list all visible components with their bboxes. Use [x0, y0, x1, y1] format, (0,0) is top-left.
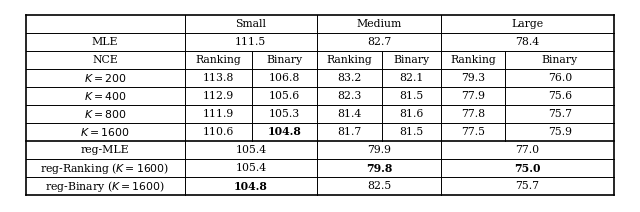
Text: 82.3: 82.3 — [337, 91, 362, 101]
Text: 81.5: 81.5 — [399, 91, 424, 101]
Text: 82.5: 82.5 — [367, 181, 391, 191]
Text: Medium: Medium — [356, 19, 401, 29]
Text: 77.8: 77.8 — [461, 109, 485, 119]
Text: 111.9: 111.9 — [203, 109, 234, 119]
Text: 78.4: 78.4 — [515, 37, 540, 47]
Text: 79.8: 79.8 — [365, 163, 392, 173]
Text: 112.9: 112.9 — [203, 91, 234, 101]
Text: $K = 800$: $K = 800$ — [84, 108, 126, 120]
Text: Binary: Binary — [542, 55, 578, 65]
Text: 111.5: 111.5 — [235, 37, 266, 47]
Text: NCE: NCE — [92, 55, 118, 65]
Text: 105.4: 105.4 — [236, 145, 266, 155]
Text: 104.8: 104.8 — [268, 127, 301, 137]
Text: 81.6: 81.6 — [399, 109, 424, 119]
Text: 82.7: 82.7 — [367, 37, 391, 47]
Text: reg-MLE: reg-MLE — [81, 145, 129, 155]
Text: 113.8: 113.8 — [203, 73, 234, 83]
Text: 79.3: 79.3 — [461, 73, 485, 83]
Text: 79.9: 79.9 — [367, 145, 391, 155]
Text: 106.8: 106.8 — [269, 73, 300, 83]
Text: 81.4: 81.4 — [337, 109, 362, 119]
Text: reg-Binary ($K = 1600$): reg-Binary ($K = 1600$) — [45, 179, 165, 194]
Text: 110.6: 110.6 — [203, 127, 234, 137]
Text: 105.4: 105.4 — [236, 163, 266, 173]
Text: 75.7: 75.7 — [548, 109, 572, 119]
Text: Ranking: Ranking — [326, 55, 372, 65]
Text: 81.7: 81.7 — [337, 127, 362, 137]
Text: Ranking: Ranking — [450, 55, 496, 65]
Text: $K = 1600$: $K = 1600$ — [81, 126, 130, 138]
Text: 104.8: 104.8 — [234, 181, 268, 191]
Text: $K = 400$: $K = 400$ — [84, 90, 126, 102]
Text: Binary: Binary — [393, 55, 429, 65]
Text: 77.0: 77.0 — [515, 145, 540, 155]
Text: 105.6: 105.6 — [269, 91, 300, 101]
Text: 77.5: 77.5 — [461, 127, 485, 137]
Text: 76.0: 76.0 — [548, 73, 572, 83]
Text: 75.6: 75.6 — [548, 91, 572, 101]
Text: Ranking: Ranking — [196, 55, 241, 65]
Text: Binary: Binary — [267, 55, 303, 65]
Text: 75.9: 75.9 — [548, 127, 572, 137]
Text: 77.9: 77.9 — [461, 91, 485, 101]
Text: 105.3: 105.3 — [269, 109, 300, 119]
Text: 75.7: 75.7 — [516, 181, 540, 191]
Text: MLE: MLE — [92, 37, 118, 47]
Text: Small: Small — [236, 19, 266, 29]
Text: 75.0: 75.0 — [515, 163, 541, 173]
Text: $K = 200$: $K = 200$ — [84, 72, 126, 84]
Text: reg-Ranking ($K = 1600$): reg-Ranking ($K = 1600$) — [40, 160, 170, 176]
Text: 83.2: 83.2 — [337, 73, 362, 83]
Text: Large: Large — [511, 19, 543, 29]
Text: 81.5: 81.5 — [399, 127, 424, 137]
Text: 82.1: 82.1 — [399, 73, 424, 83]
